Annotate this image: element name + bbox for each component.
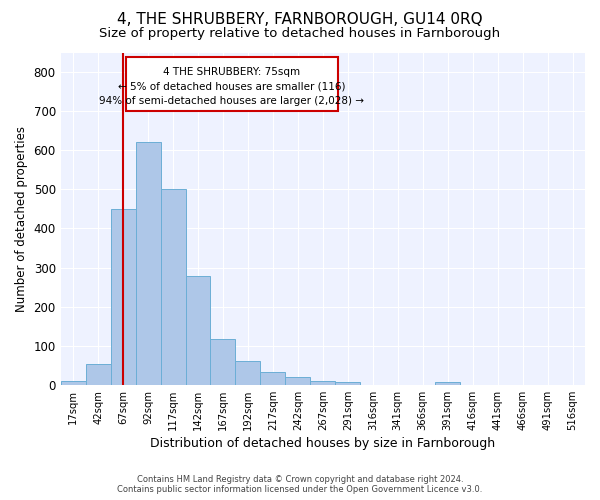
Text: 94% of semi-detached houses are larger (2,028) →: 94% of semi-detached houses are larger (… [99,96,364,106]
Bar [161,188,185,385]
Bar [110,209,136,385]
Text: 4 THE SHRUBBERY: 75sqm: 4 THE SHRUBBERY: 75sqm [163,68,300,78]
Bar [435,382,460,385]
Bar [185,276,211,385]
Text: Contains HM Land Registry data © Crown copyright and database right 2024.: Contains HM Land Registry data © Crown c… [137,475,463,484]
Text: 4, THE SHRUBBERY, FARNBOROUGH, GU14 0RQ: 4, THE SHRUBBERY, FARNBOROUGH, GU14 0RQ [117,12,483,28]
Y-axis label: Number of detached properties: Number of detached properties [15,126,28,312]
Bar [260,372,286,385]
Bar [286,377,310,385]
Bar [86,364,110,385]
Text: Contains public sector information licensed under the Open Government Licence v3: Contains public sector information licen… [118,485,482,494]
Bar [61,381,86,385]
Bar [235,360,260,385]
Bar [211,339,235,385]
X-axis label: Distribution of detached houses by size in Farnborough: Distribution of detached houses by size … [150,437,496,450]
Text: ← 5% of detached houses are smaller (116): ← 5% of detached houses are smaller (116… [118,82,346,92]
Bar [125,57,338,111]
Text: Size of property relative to detached houses in Farnborough: Size of property relative to detached ho… [100,28,500,40]
Bar [335,382,360,385]
Bar [136,142,161,385]
Bar [310,381,335,385]
